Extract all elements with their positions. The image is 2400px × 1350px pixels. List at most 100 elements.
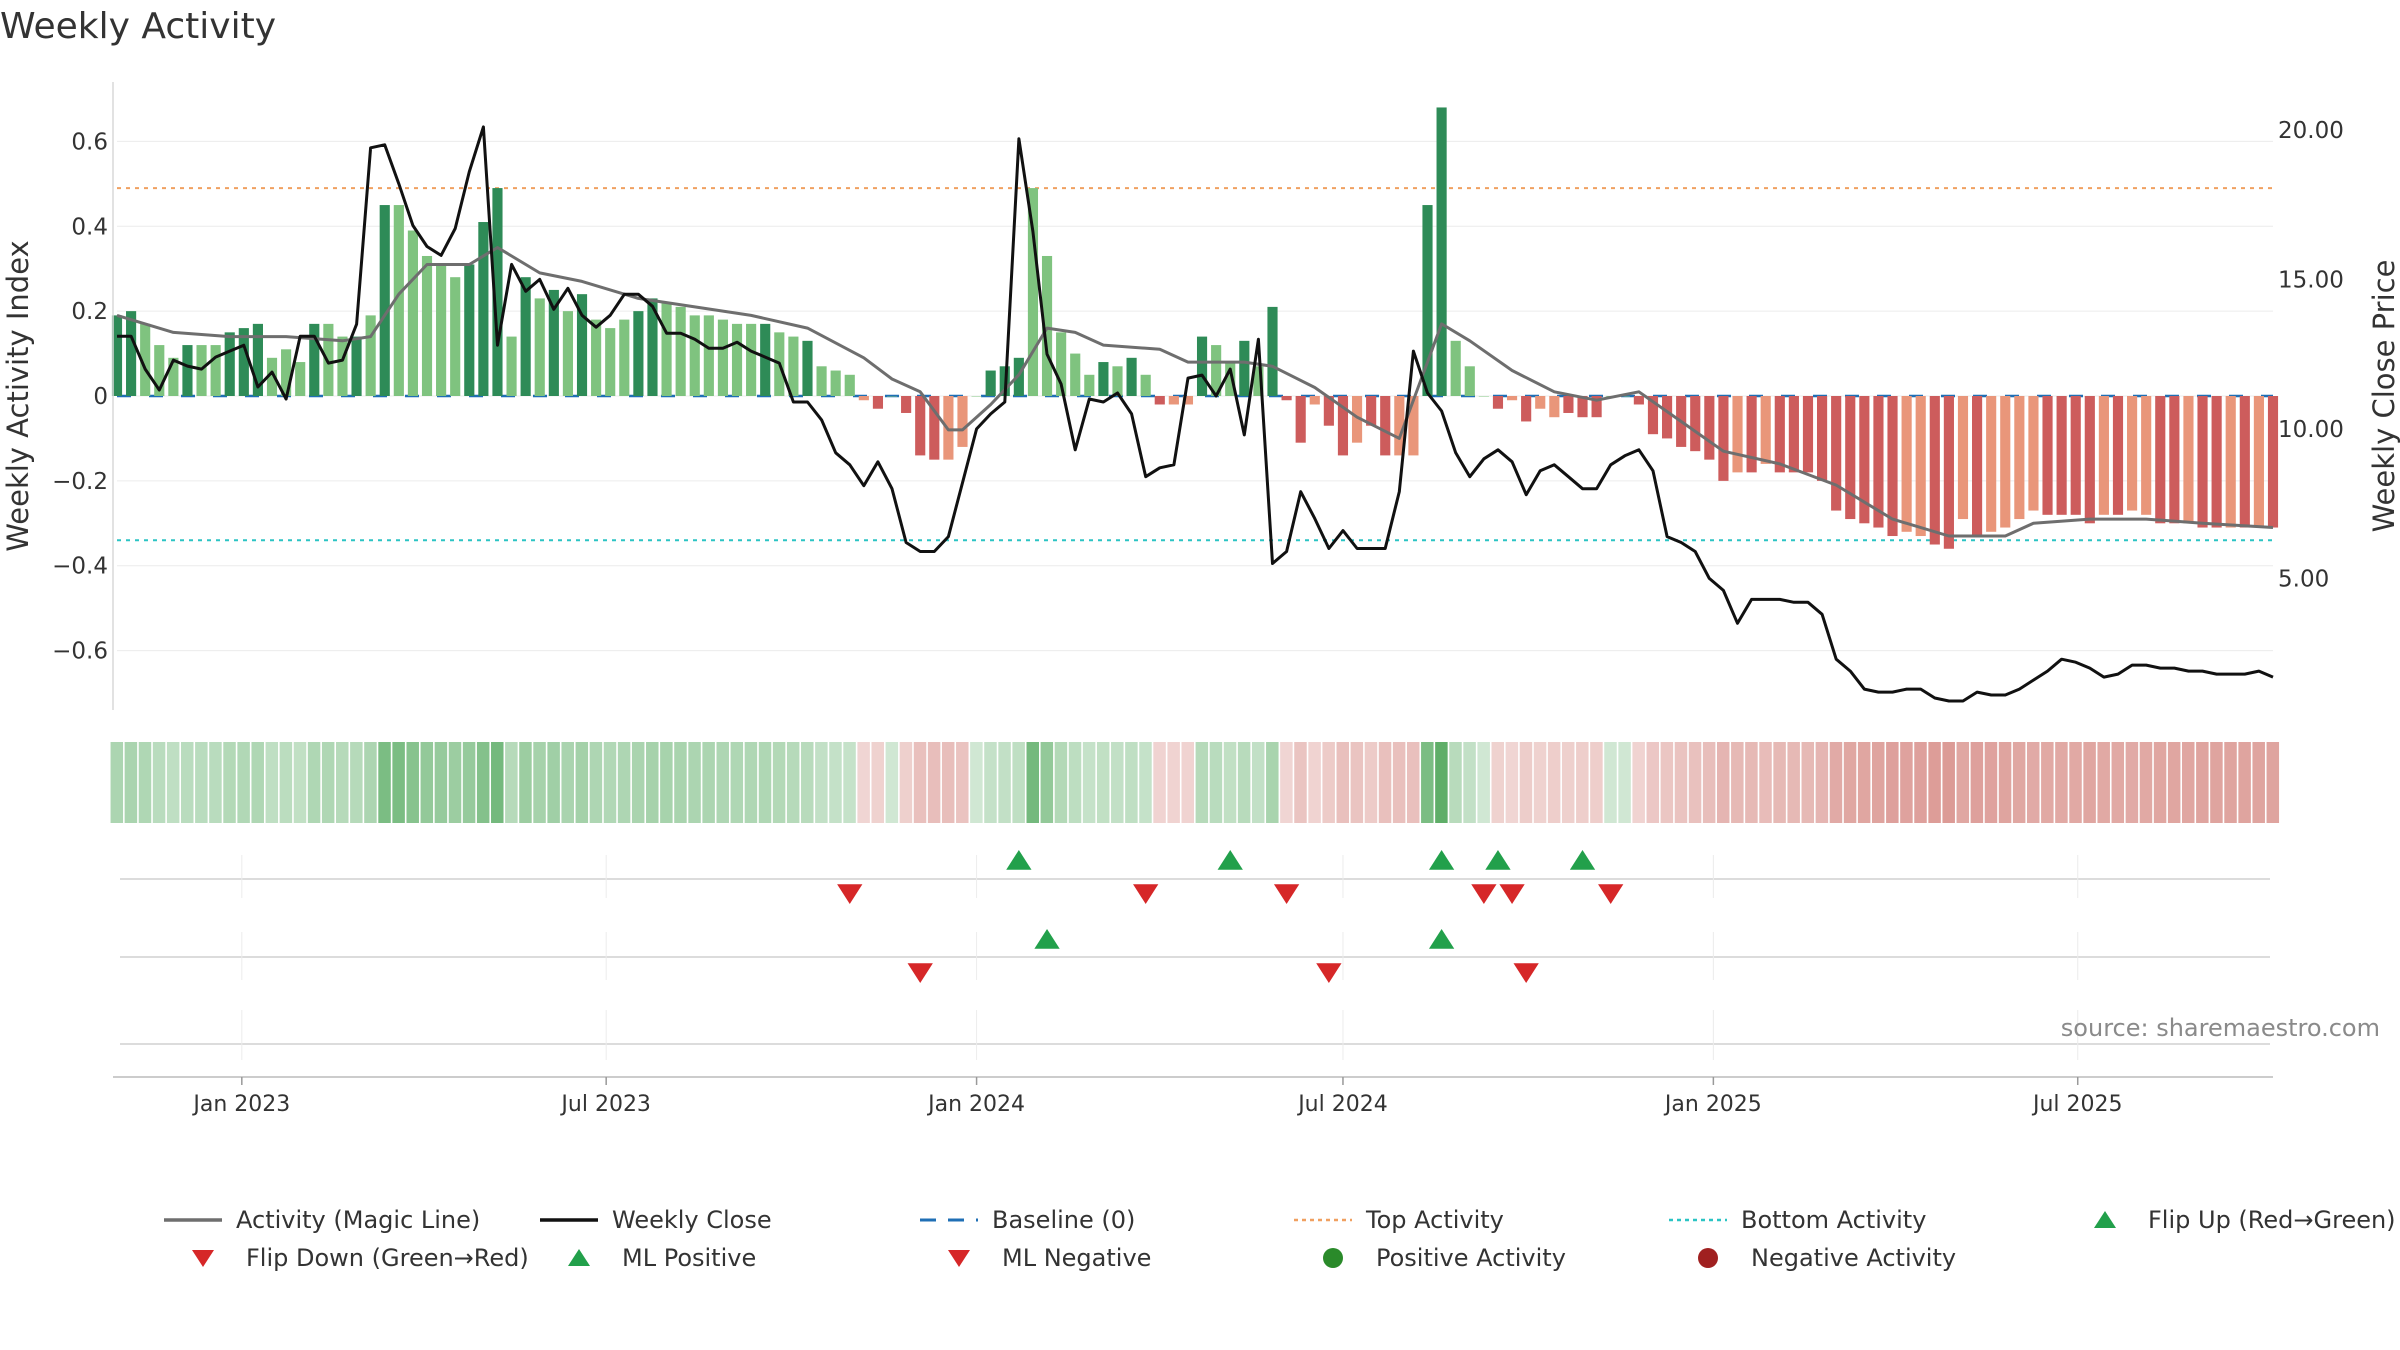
activity-bar <box>337 336 348 396</box>
activity-bar <box>478 222 489 396</box>
heat-cell <box>1731 742 1744 823</box>
activity-bar <box>746 323 757 396</box>
legend-label: Weekly Close <box>612 1206 772 1234</box>
activity-bar <box>1098 362 1109 396</box>
activity-bar <box>1464 366 1475 396</box>
activity-bar <box>2183 396 2194 524</box>
legend-item: Bottom Activity <box>1665 1206 1926 1234</box>
heat-cell <box>2097 742 2110 823</box>
heat-cell <box>1421 742 1434 823</box>
heat-cell <box>1378 742 1392 823</box>
heat-cell <box>1322 742 1335 823</box>
heat-cell <box>899 742 913 823</box>
heat-cell <box>406 742 419 823</box>
heat-cell <box>223 742 236 823</box>
heat-cell <box>2083 742 2096 823</box>
activity-bar <box>1929 396 1940 545</box>
heat-cell <box>2210 742 2223 823</box>
heat-cell <box>1082 742 1096 823</box>
activity-bar <box>2225 396 2236 528</box>
y-tick-label: 0.4 <box>71 214 108 240</box>
activity-bar <box>2042 396 2053 515</box>
heat-cell <box>1477 742 1490 823</box>
heat-cell <box>2041 742 2054 823</box>
flip-up-marker <box>1006 850 1032 870</box>
heat-cell <box>1688 742 1702 823</box>
heat-cell <box>519 742 532 823</box>
heat-cell <box>1195 742 1209 823</box>
legend-swatch <box>1323 1248 1343 1268</box>
activity-bar <box>266 357 278 396</box>
heat-cell <box>110 742 124 823</box>
activity-bar <box>1577 396 1588 418</box>
activity-bar <box>830 370 841 396</box>
legend-item: Positive Activity <box>1300 1244 1566 1272</box>
heat-cell <box>420 742 434 823</box>
flip-up-marker <box>1217 850 1243 870</box>
activity-bar <box>675 306 686 396</box>
heat-cell <box>476 742 490 823</box>
activity-bar <box>1478 396 1489 397</box>
heat-cell <box>603 742 617 823</box>
activity-bar <box>2112 396 2124 515</box>
heat-cell <box>857 742 870 823</box>
activity-bar <box>562 311 574 396</box>
activity-bar <box>844 374 855 396</box>
activity-bar <box>182 345 193 396</box>
heat-cell <box>1068 742 1082 823</box>
heat-cell <box>321 742 335 823</box>
activity-bar <box>576 294 588 396</box>
legend-swatch <box>164 1218 222 1222</box>
activity-bar <box>1041 255 1053 396</box>
activity-bar <box>802 340 813 396</box>
heat-cell <box>702 742 715 823</box>
heat-cell <box>2153 742 2167 823</box>
heat-cell <box>1590 742 1603 823</box>
heat-cell <box>505 742 518 823</box>
activity-bar <box>534 298 545 396</box>
heat-cell <box>956 742 969 823</box>
ml-negative-marker <box>1513 963 1539 983</box>
heat-cell <box>1787 742 1800 823</box>
heat-cell <box>279 742 293 823</box>
heat-cell <box>1604 742 1617 823</box>
legend-label: Baseline (0) <box>992 1206 1136 1234</box>
activity-bar <box>1182 396 1194 405</box>
heat-cell <box>1618 742 1631 823</box>
heat-cell <box>152 742 166 823</box>
heat-cell <box>462 742 476 823</box>
heat-cell <box>2167 742 2181 823</box>
heat-cell <box>547 742 560 823</box>
heat-cell <box>772 742 786 823</box>
heat-cell <box>913 742 927 823</box>
heat-cell <box>265 742 279 823</box>
heat-cell <box>307 742 321 823</box>
activity-bar <box>929 396 940 460</box>
legend-item: Activity (Magic Line) <box>160 1206 480 1234</box>
legend-item: ML Negative <box>926 1244 1151 1272</box>
legend-swatch <box>948 1250 970 1267</box>
heat-cell <box>1716 742 1730 823</box>
heat-cell <box>561 742 574 823</box>
activity-bar <box>985 370 996 396</box>
activity-bar <box>1591 396 1602 418</box>
x-tick-label: Jul 2024 <box>1296 1092 1388 1117</box>
heat-cell <box>1491 742 1505 823</box>
activity-bar <box>1972 396 1983 537</box>
activity-bar <box>1647 396 1659 435</box>
heat-cell <box>1251 742 1265 823</box>
heat-cell <box>1040 742 1054 823</box>
heat-cell <box>1237 742 1251 823</box>
y2-tick-label: 10.00 <box>2278 417 2344 443</box>
activity-bar <box>126 311 137 396</box>
heat-cell <box>336 742 349 823</box>
x-tick-label: Jul 2025 <box>2031 1092 2123 1117</box>
activity-bar <box>1154 396 1165 405</box>
heat-cell <box>1266 742 1279 823</box>
heat-cell <box>350 742 363 823</box>
activity-bar <box>210 345 221 396</box>
heat-cell <box>124 742 138 823</box>
heat-cell <box>533 742 546 823</box>
activity-bar <box>1915 396 1926 537</box>
heat-cell <box>998 742 1011 823</box>
